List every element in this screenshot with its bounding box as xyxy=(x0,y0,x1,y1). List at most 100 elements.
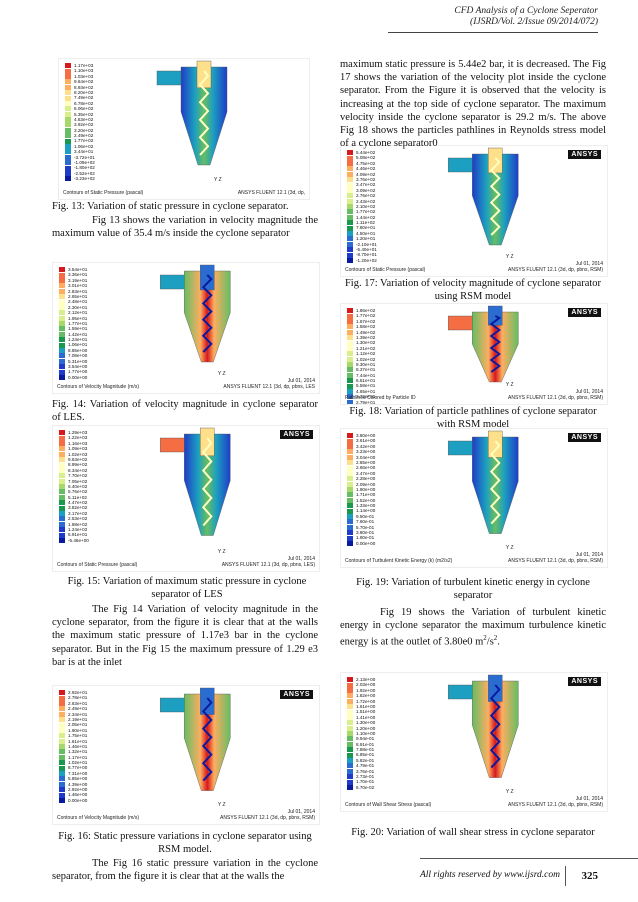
legend-swatch xyxy=(59,749,65,755)
legend-value: 0.00e+00 xyxy=(68,374,88,380)
legend-entry: 1.77e+00 xyxy=(59,369,87,375)
vortex-core xyxy=(489,157,501,236)
legend-value: 8.20e+02 xyxy=(74,89,94,95)
paragraph-4: maximum static pressure is 5.44e2 bar, i… xyxy=(340,59,606,150)
legend-value: 5.08e+02 xyxy=(356,155,376,161)
legend-value: 2.10e+02 xyxy=(356,203,376,209)
legend-entry: -8.70e+01 xyxy=(347,252,377,258)
legend-entry: 1.30e+00 xyxy=(347,720,375,726)
contour-title: Contours of Turbulent Kinetic Energy (k)… xyxy=(345,558,453,564)
legend-value: 1.49e+02 xyxy=(356,329,376,335)
axis-z-label: Z xyxy=(222,371,226,377)
axis-z-label: Z xyxy=(510,382,514,388)
legend-entry: 2.34e+01 xyxy=(59,712,87,717)
contour-title: Contours of Velocity Magnitude (m/s) xyxy=(57,815,139,821)
color-legend: 2.92e+01 2.78e+01 2.63e+01 2.49e+01 2.34e+01… xyxy=(59,690,87,803)
legend-value: 2.03e+00 xyxy=(356,682,376,688)
contour-title: Contours of Wall Shear Stress (pascal) xyxy=(345,802,432,808)
legend-swatch xyxy=(347,252,353,258)
ansys-logo: ANSYS xyxy=(568,150,601,159)
legend-entry: 3.42e+00 xyxy=(347,444,375,449)
figure-13: 1.17e+03 1.10e+03 1.03e+03 9.64e+02 8.93e+02… xyxy=(58,58,310,200)
legend-swatch xyxy=(59,722,65,728)
legend-value: 1.02e+03 xyxy=(68,451,88,457)
software-stamp: ANSYS FLUENT 12.1 (3d, dp, xyxy=(238,190,305,196)
legend-entry: 2.53e+02 xyxy=(59,516,89,522)
legend-value: 3.44e+01 xyxy=(74,149,94,155)
axis-z-label: Z xyxy=(510,789,514,795)
legend-entry: 1.90e+00 xyxy=(347,487,375,493)
legend-swatch xyxy=(59,375,65,380)
legend-value: 3.09e+02 xyxy=(356,187,376,193)
footer-rule xyxy=(420,858,638,859)
axis-y-label: Y xyxy=(214,177,218,183)
legend-swatch xyxy=(59,430,65,436)
legend-swatch xyxy=(59,467,65,473)
legend-value: 7.08e+00 xyxy=(68,353,88,359)
contour-title: Contours of Velocity Magnitude (m/s) xyxy=(57,384,139,390)
legend-value: 3.17e+02 xyxy=(68,510,88,516)
header-title: CFD Analysis of a Cyclone Seperator xyxy=(454,6,598,16)
legend-value: 8.85e+00 xyxy=(68,347,88,353)
legend-entry: 1.06e+01 xyxy=(59,342,87,348)
legend-entry: 3.76e+02 xyxy=(347,177,377,183)
legend-swatch xyxy=(59,326,65,332)
legend-entry: 1.24e+01 xyxy=(59,337,87,343)
cyclone-vortex-finder xyxy=(488,430,503,458)
legend-value: 6.06e+02 xyxy=(74,106,94,112)
legend-value: 1.77e+02 xyxy=(356,313,376,319)
legend-entry: 2.73e-01 xyxy=(347,774,375,780)
legend-swatch xyxy=(347,514,353,520)
legend-entry: 2.43e+02 xyxy=(347,199,377,204)
legend-value: 7.60e-01 xyxy=(356,519,375,525)
legend-swatch xyxy=(347,150,353,156)
legend-swatch xyxy=(347,394,353,400)
legend-value: 4.39e+00 xyxy=(68,781,88,787)
legend-value: 1.75e+01 xyxy=(68,733,88,739)
legend-entry: 4.46e+02 xyxy=(347,166,377,172)
legend-swatch xyxy=(347,378,353,384)
legend-entry: 1.10e+03 xyxy=(65,68,95,74)
figure-18: 1.86e+02 1.77e+02 1.67e+02 1.58e+02 1.49e+02… xyxy=(340,303,608,405)
legend-swatch xyxy=(347,166,353,172)
legend-value: 1.16e+03 xyxy=(68,440,88,446)
legend-swatch xyxy=(59,781,65,787)
legend-swatch xyxy=(347,720,353,726)
legend-entry: 1.77e+02 xyxy=(347,313,376,319)
cyclone-contour-plot xyxy=(448,305,519,383)
legend-value: -5.40e+01 xyxy=(356,247,377,253)
legend-entry: 6.70e-02 xyxy=(347,785,375,790)
legend-value: 3.61e+00 xyxy=(356,438,376,444)
legend-value: 1.51e+00 xyxy=(356,709,376,715)
plot-software: ANSYS FLUENT 12.1 (3d, dp, pbns, LES) xyxy=(221,562,315,568)
axis-y-label: Y xyxy=(505,545,510,551)
contour-title: Contours of Static Pressure (pascal) xyxy=(57,562,138,568)
legend-value: 7.80e+01 xyxy=(356,225,376,231)
legend-swatch xyxy=(59,798,65,803)
legend-value: 2.92e+01 xyxy=(68,690,88,695)
legend-swatch xyxy=(347,481,353,487)
legend-entry: 3.19e+01 xyxy=(59,278,87,283)
legend-entry: 7.88e-01 xyxy=(347,747,375,753)
legend-swatch xyxy=(347,438,353,444)
legend-entry: 6.51e+01 xyxy=(347,378,375,384)
legend-swatch xyxy=(347,324,353,330)
legend-value: 8.91e-01 xyxy=(356,741,375,747)
legend-value: 3.76e-01 xyxy=(356,768,375,774)
legend-value: 1.03e+03 xyxy=(74,73,94,79)
legend-swatch xyxy=(347,214,353,220)
legend-swatch xyxy=(59,500,65,506)
color-legend: 3.54e+01 3.36e+01 3.19e+01 3.01e+01 2.83e+01… xyxy=(59,267,87,380)
legend-entry: 1.33e+00 xyxy=(347,503,375,509)
legend-entry: 1.61e+01 xyxy=(59,739,87,744)
legend-swatch xyxy=(347,774,353,780)
legend-entry: 9.94e-01 xyxy=(347,736,375,742)
figure-17: 5.44e+02 5.08e+02 4.75e+02 4.46e+02 4.09e+02… xyxy=(340,145,608,277)
legend-value: 4.79e-01 xyxy=(356,763,375,769)
footer-rights: All rights reserved by www.ijsrd.com xyxy=(419,870,560,880)
legend-value: 3.23e+00 xyxy=(356,449,376,455)
plot-date: Jul 01, 2014 xyxy=(287,556,315,562)
paragraph-3: The Fig 16 static pressure variation in … xyxy=(52,858,318,883)
legend-entry: 5.58e+01 xyxy=(347,383,375,389)
legend-swatch xyxy=(347,308,353,314)
